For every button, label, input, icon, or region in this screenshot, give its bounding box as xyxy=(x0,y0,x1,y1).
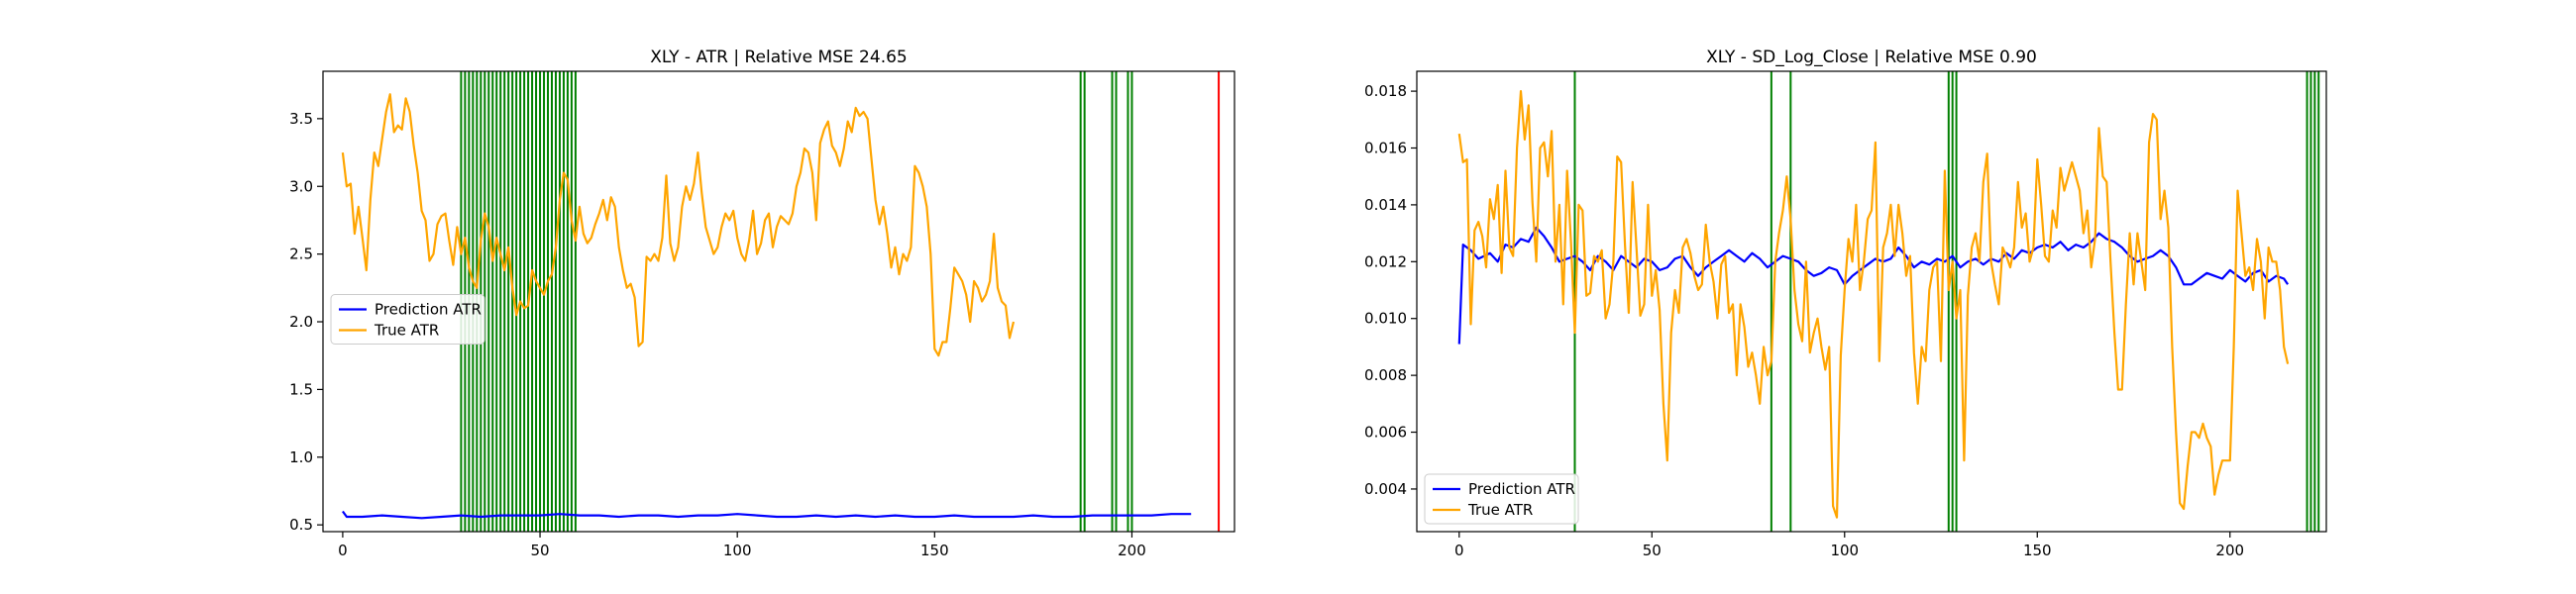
plot-frame xyxy=(1416,70,2327,533)
y-tick-label: 3.0 xyxy=(289,177,313,195)
y-tick-label: 0.008 xyxy=(1364,366,1407,384)
y-tick-label: 0.006 xyxy=(1364,424,1407,442)
x-tick-label: 50 xyxy=(531,542,550,559)
y-tick-label: 0.016 xyxy=(1364,140,1407,157)
y-tick-label: 0.010 xyxy=(1364,310,1407,328)
x-tick-label: 0 xyxy=(1454,542,1464,559)
x-tick-label: 0 xyxy=(338,542,348,559)
legend-label: True ATR xyxy=(374,322,439,340)
y-tick-label: 1.0 xyxy=(289,448,313,466)
legend-label: Prediction ATR xyxy=(1468,480,1575,498)
y-tick-label: 3.5 xyxy=(289,110,313,128)
plot-area xyxy=(1417,71,2326,532)
y-tick-label: 2.5 xyxy=(289,246,313,263)
y-tick-label: 2.0 xyxy=(289,313,313,331)
y-tick-label: 1.5 xyxy=(289,380,313,398)
y-tick-label: 0.018 xyxy=(1364,82,1407,100)
atr-chart-panel: 0 50 100 150 200 0.5 1.0 1.5 2.0 2.5 3.0 3.5 XLY - A… xyxy=(289,48,1235,559)
series-line-prediction-atr xyxy=(342,510,1192,520)
y-tick-label: 0.014 xyxy=(1364,196,1407,214)
x-tick-label: 200 xyxy=(1118,542,1146,559)
y-tick-label: 0.004 xyxy=(1364,480,1407,498)
legend-label: True ATR xyxy=(1467,501,1533,519)
series-line-true-atr xyxy=(341,93,1016,357)
legend-box xyxy=(330,294,485,345)
plot-frame xyxy=(322,70,1235,533)
x-tick-label: 100 xyxy=(1830,542,1859,559)
x-tick-label: 150 xyxy=(920,542,949,559)
legend-box xyxy=(1424,473,1579,525)
chart-title: XLY - SD_Log_Close | Relative MSE 0.90 xyxy=(1706,48,2037,67)
legend: Prediction ATR True ATR xyxy=(1424,473,1579,525)
x-tick-label: 100 xyxy=(723,542,752,559)
chart-title: XLY - ATR | Relative MSE 24.65 xyxy=(650,48,907,67)
sd-log-close-chart-panel: 0 50 100 150 200 0.004 0.006 0.008 0.010 0.012 0.0… xyxy=(1364,48,2327,559)
y-tick-label: 0.012 xyxy=(1364,252,1407,270)
legend-label: Prediction ATR xyxy=(375,301,482,319)
series-line-prediction-atr xyxy=(1457,226,2290,345)
x-tick-label: 50 xyxy=(1643,542,1662,559)
x-tick-label: 200 xyxy=(2215,542,2244,559)
x-tick-label: 150 xyxy=(2023,542,2052,559)
legend: Prediction ATR True ATR xyxy=(330,294,485,345)
series-line-true-atr xyxy=(1457,90,2290,519)
y-tick-label: 0.5 xyxy=(289,516,313,534)
